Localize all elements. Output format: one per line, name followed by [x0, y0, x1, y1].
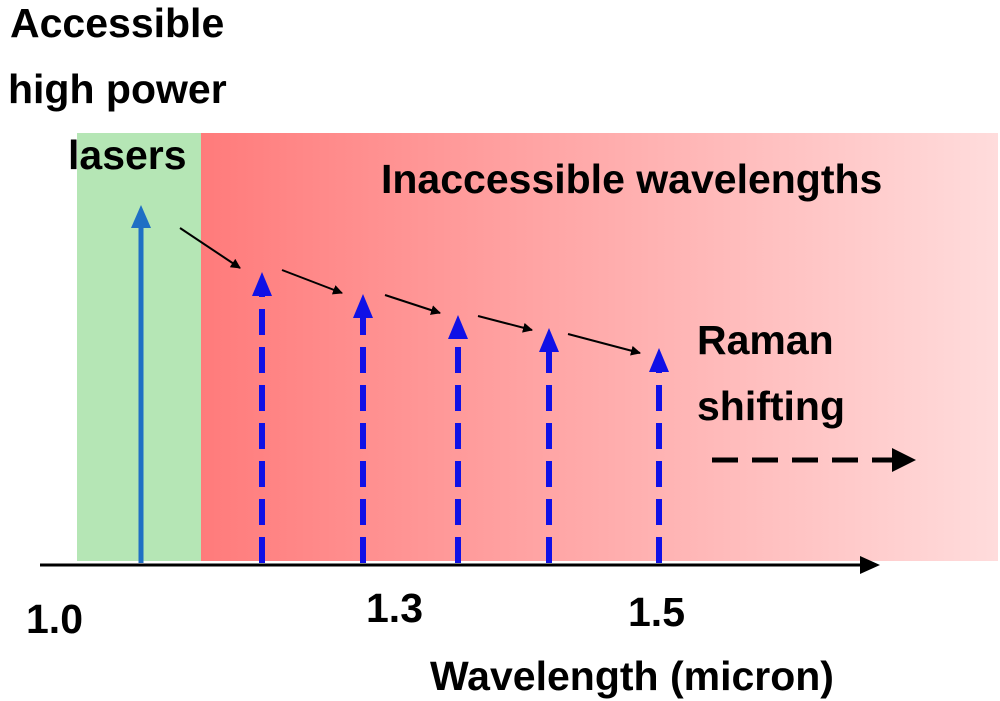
tick-label-1-3: 1.3	[366, 585, 423, 631]
raman-order-4	[539, 328, 559, 563]
accessible-label-line3: lasers	[68, 132, 187, 178]
accessible-label-line1: Accessible	[10, 0, 224, 46]
accessible-label-line2: high power	[8, 66, 227, 112]
inaccessible-region	[201, 133, 998, 561]
raman-label-line1: Raman	[697, 317, 834, 363]
raman-order-3	[448, 315, 468, 563]
raman-order-5	[649, 348, 669, 563]
inaccessible-label: Inaccessible wavelengths	[381, 156, 882, 202]
tick-label-1-5: 1.5	[628, 589, 685, 635]
raman-order-2	[353, 294, 373, 563]
cascade-arrows	[179, 227, 641, 356]
x-axis-label: Wavelength (micron)	[430, 653, 834, 699]
raman-order-1	[252, 272, 272, 563]
raman-shifting-arrowhead	[892, 448, 916, 472]
tick-label-1-0: 1.0	[26, 596, 83, 642]
raman-label-line2: shifting	[697, 383, 845, 429]
x-axis-arrowhead	[860, 556, 880, 574]
pump-laser-arrowhead	[131, 205, 151, 228]
